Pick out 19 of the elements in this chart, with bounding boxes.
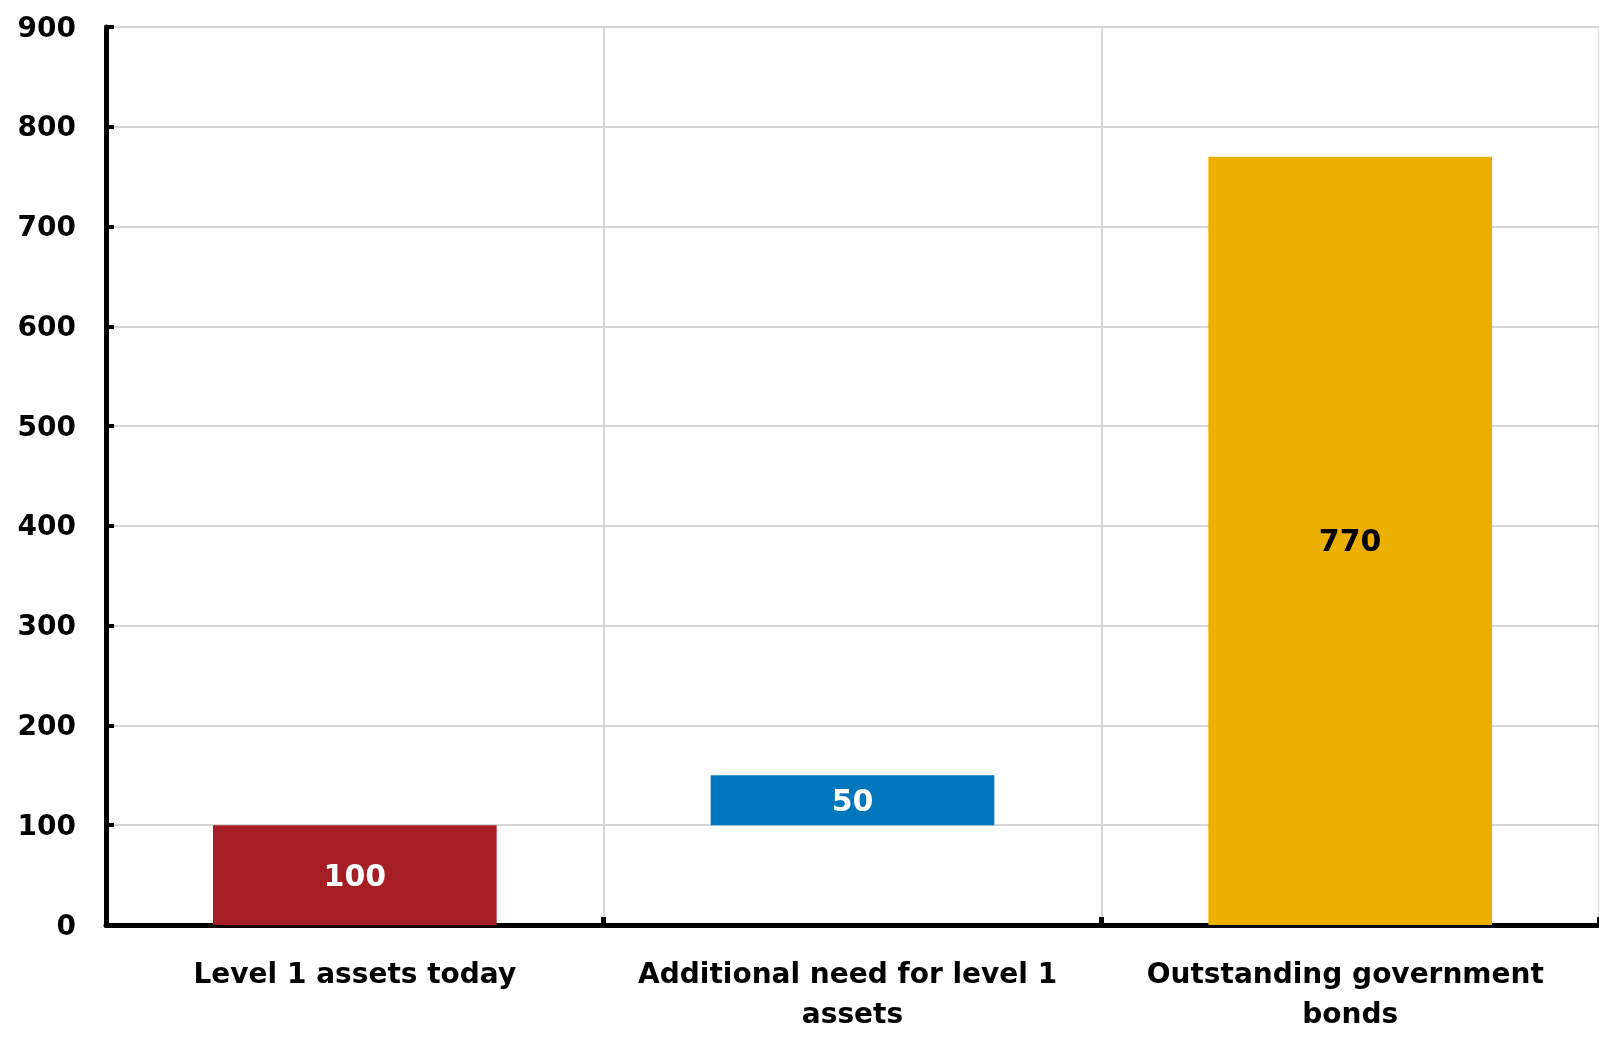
bar: [1208, 156, 1492, 925]
y-tick-label: 600: [17, 309, 76, 343]
y-tick-label: 300: [17, 609, 76, 643]
y-tick-label: 900: [17, 10, 76, 44]
x-tick-label: Additional need for level 1 assets: [638, 956, 1067, 1030]
bar: [710, 775, 995, 826]
data-label: 770: [1318, 523, 1382, 559]
y-tick-label: 400: [17, 509, 76, 543]
y-tick-label: 100: [17, 808, 76, 842]
y-tick-label: 800: [17, 110, 76, 144]
data-label: 50: [831, 782, 874, 818]
y-tick-label: 0: [56, 908, 76, 942]
y-tick-label: 500: [17, 409, 76, 443]
x-tick-label: Outstanding government bonds: [1146, 956, 1554, 1030]
x-tick-label: Level 1 assets today: [193, 956, 517, 990]
data-label: 100: [323, 857, 387, 893]
bar: [213, 825, 497, 925]
y-tick-label: 700: [17, 210, 76, 244]
y-tick-label: 200: [17, 708, 76, 742]
